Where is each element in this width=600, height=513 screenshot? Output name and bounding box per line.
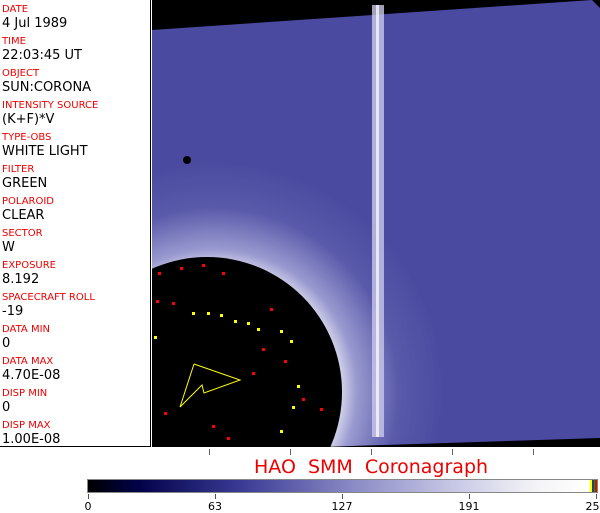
colorbar-tick-label: 63 [208, 500, 222, 513]
field-value: 0 [2, 401, 10, 415]
overlay-marker [252, 372, 255, 375]
overlay-marker [220, 314, 223, 317]
overlay-marker [158, 272, 161, 275]
field-value: 1.00E-08 [2, 433, 60, 447]
field-label: INTENSITY SOURCE [2, 100, 98, 111]
colorbar-tick [215, 494, 216, 499]
field-value: (K+F)*V [2, 113, 54, 127]
field-label: EXPOSURE [2, 260, 56, 271]
overlay-marker [202, 264, 205, 267]
field-value: GREEN [2, 177, 47, 191]
field-value: 8.192 [2, 273, 39, 287]
overlay-marker [164, 412, 167, 415]
field-value: CLEAR [2, 209, 44, 223]
field-label: DATE [2, 4, 28, 15]
colorbar-tick [88, 494, 89, 499]
field-value: 0 [2, 337, 10, 351]
field-value: -19 [2, 305, 23, 319]
overlay-marker [270, 308, 273, 311]
overlay-marker [284, 360, 287, 363]
field-label: SECTOR [2, 228, 43, 239]
field-value: SUN:CORONA [2, 81, 91, 95]
colorbar-tick [342, 494, 343, 499]
colorbar [87, 479, 598, 493]
colorbar-tick-label: 127 [332, 500, 353, 513]
overlay-marker [212, 425, 215, 428]
overlay-marker [156, 300, 159, 303]
overlay-marker [192, 312, 195, 315]
overlay-marker [292, 406, 295, 409]
field-label: DISP MIN [2, 388, 47, 399]
coronagraph-image [152, 0, 600, 447]
field-label: DATA MIN [2, 324, 50, 335]
field-label: DISP MAX [2, 420, 51, 431]
colorbar-tick [469, 494, 470, 499]
field-value: 22:03:45 UT [2, 49, 82, 63]
colorbar-tick-label: 191 [459, 500, 480, 513]
field-value: W [2, 241, 15, 255]
field-value: 4 Jul 1989 [2, 17, 67, 31]
overlay-marker [262, 348, 265, 351]
instrument-title: HAO SMM Coronagraph [254, 456, 488, 478]
overlay-marker [257, 328, 260, 331]
overlay-marker [154, 336, 157, 339]
overlay-marker [234, 320, 237, 323]
overlay-marker [302, 398, 305, 401]
colorbar-tick [596, 494, 597, 499]
overlay-marker [247, 322, 250, 325]
field-value: 4.70E-08 [2, 369, 60, 383]
header-panel: DATE 4 Jul 1989 TIME 22:03:45 UT OBJECT SU… [0, 0, 151, 447]
overlay-marker [180, 267, 183, 270]
field-label: DATA MAX [2, 356, 53, 367]
overlay-marker [280, 430, 283, 433]
overlay-marker [320, 408, 323, 411]
field-label: FILTER [2, 164, 34, 175]
field-label: OBJECT [2, 68, 39, 79]
field-label: TIME [2, 36, 26, 47]
overlay-marker [297, 385, 300, 388]
field-label: TYPE-OBS [2, 132, 51, 143]
overlay-marker [172, 302, 175, 305]
overlay-marker [290, 340, 293, 343]
colorbar-tick-label: 255 [586, 500, 600, 513]
overlay-marker [207, 312, 210, 315]
overlay-marker [227, 437, 230, 440]
field-label: POLAROID [2, 196, 54, 207]
overlay-marker [222, 272, 225, 275]
colorbar-tick-label: 0 [85, 500, 92, 513]
field-value: WHITE LIGHT [2, 145, 88, 159]
overlay-marker [280, 330, 283, 333]
field-label: SPACECRAFT ROLL [2, 292, 95, 303]
